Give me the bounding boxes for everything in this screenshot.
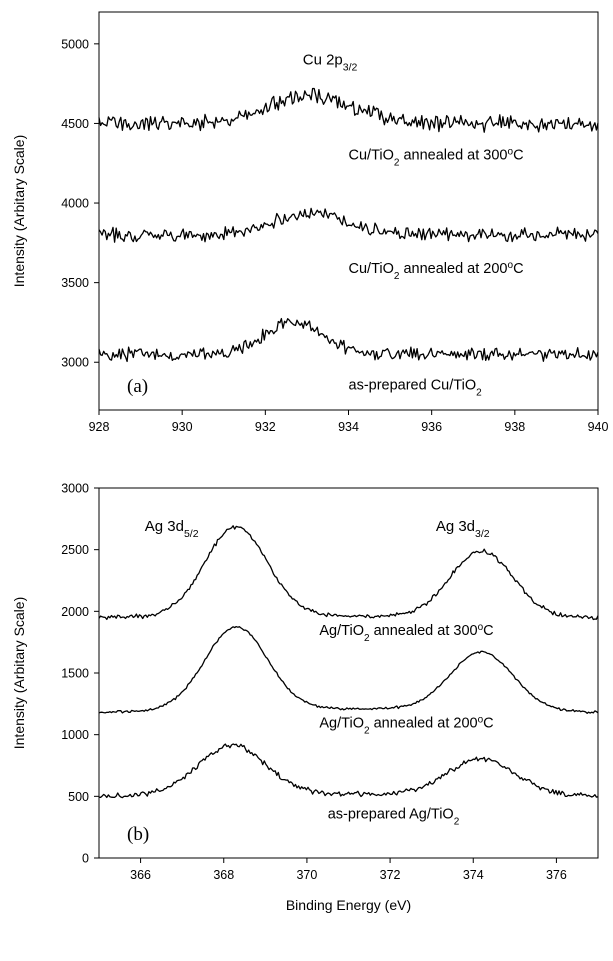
series-label: as-prepared Cu/TiO2 [349, 377, 483, 398]
x-tick-label: 372 [380, 868, 401, 882]
y-tick-label: 1000 [61, 728, 89, 742]
x-tick-label: 376 [546, 868, 567, 882]
series-label: Cu/TiO2 annealed at 300oC [349, 146, 524, 168]
y-axis-label: Intensity (Arbitary Scale) [11, 135, 27, 288]
y-tick-label: 1500 [61, 667, 89, 681]
x-axis-label: Binding Energy (eV) [286, 897, 411, 913]
y-tick-label: 3000 [61, 356, 89, 370]
x-tick-label: 940 [588, 420, 609, 434]
x-tick-label: 934 [338, 420, 359, 434]
peak-label: Cu 2p3/2 [303, 52, 358, 74]
x-tick-label: 932 [255, 420, 276, 434]
x-tick-label: 928 [89, 420, 110, 434]
x-tick-label: 374 [463, 868, 484, 882]
y-tick-label: 4500 [61, 117, 89, 131]
x-tick-label: 370 [296, 868, 317, 882]
y-tick-label: 2500 [61, 543, 89, 557]
series-line-2 [98, 625, 599, 714]
x-tick-label: 936 [421, 420, 442, 434]
y-tick-label: 3000 [61, 482, 89, 496]
series-label: Cu/TiO2 annealed at 200oC [349, 260, 524, 282]
y-tick-label: 4000 [61, 197, 89, 211]
panel-label: (b) [127, 824, 149, 845]
y-tick-label: 500 [68, 790, 89, 804]
series-line-3 [98, 317, 599, 363]
x-tick-label: 938 [504, 420, 525, 434]
y-tick-label: 5000 [61, 37, 89, 51]
panel-b-ag: 366 368 370 372 374 376 0 500 1000 1500 2000 2500 30… [11, 482, 599, 913]
x-tick-label: 368 [213, 868, 234, 882]
peak-label: Ag 3d5/2 [145, 518, 199, 540]
series-line-3 [98, 743, 599, 799]
x-tick-label: 930 [172, 420, 193, 434]
series-line-1 [98, 525, 599, 621]
series-label: Ag/TiO2 annealed at 200oC [319, 714, 493, 736]
y-tick-label: 0 [82, 852, 89, 866]
series-label: as-prepared Ag/TiO2 [328, 807, 460, 828]
y-axis-label: Intensity (Arbitary Scale) [11, 597, 27, 750]
y-tick-label: 3500 [61, 276, 89, 290]
panel-label: (a) [127, 376, 148, 397]
x-tick-label: 366 [130, 868, 151, 882]
peak-label: Ag 3d3/2 [436, 518, 490, 540]
y-tick-label: 2000 [61, 605, 89, 619]
series-line-1 [98, 87, 599, 133]
series-label: Ag/TiO2 annealed at 300oC [319, 621, 493, 643]
series-line-2 [98, 207, 599, 243]
panel-a-cu: 928 930 932 934 936 938 940 3000 3500 4000 4500 500… [11, 11, 609, 434]
